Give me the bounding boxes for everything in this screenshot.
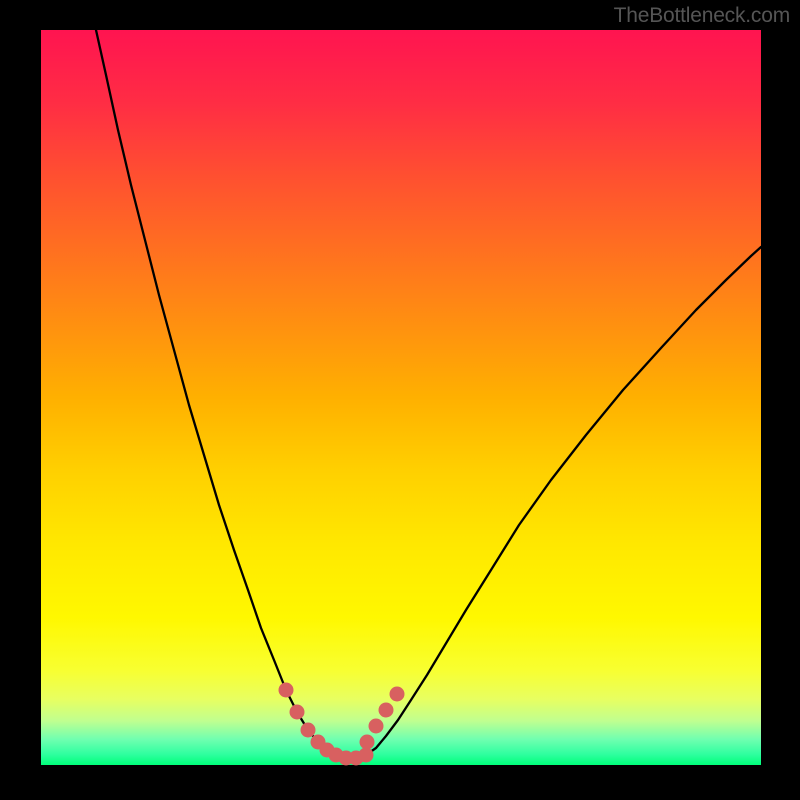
watermark-text: TheBottleneck.com	[614, 4, 790, 28]
marker-dot	[290, 705, 305, 720]
marker-dot	[360, 735, 375, 750]
marker-dot	[369, 719, 384, 734]
marker-dot	[279, 683, 294, 698]
marker-dot	[390, 687, 405, 702]
marker-dot	[379, 703, 394, 718]
bottleneck-chart	[0, 0, 800, 800]
marker-dot	[301, 723, 316, 738]
marker-dot	[359, 748, 374, 763]
plot-background	[41, 30, 761, 765]
chart-stage: TheBottleneck.com	[0, 0, 800, 800]
